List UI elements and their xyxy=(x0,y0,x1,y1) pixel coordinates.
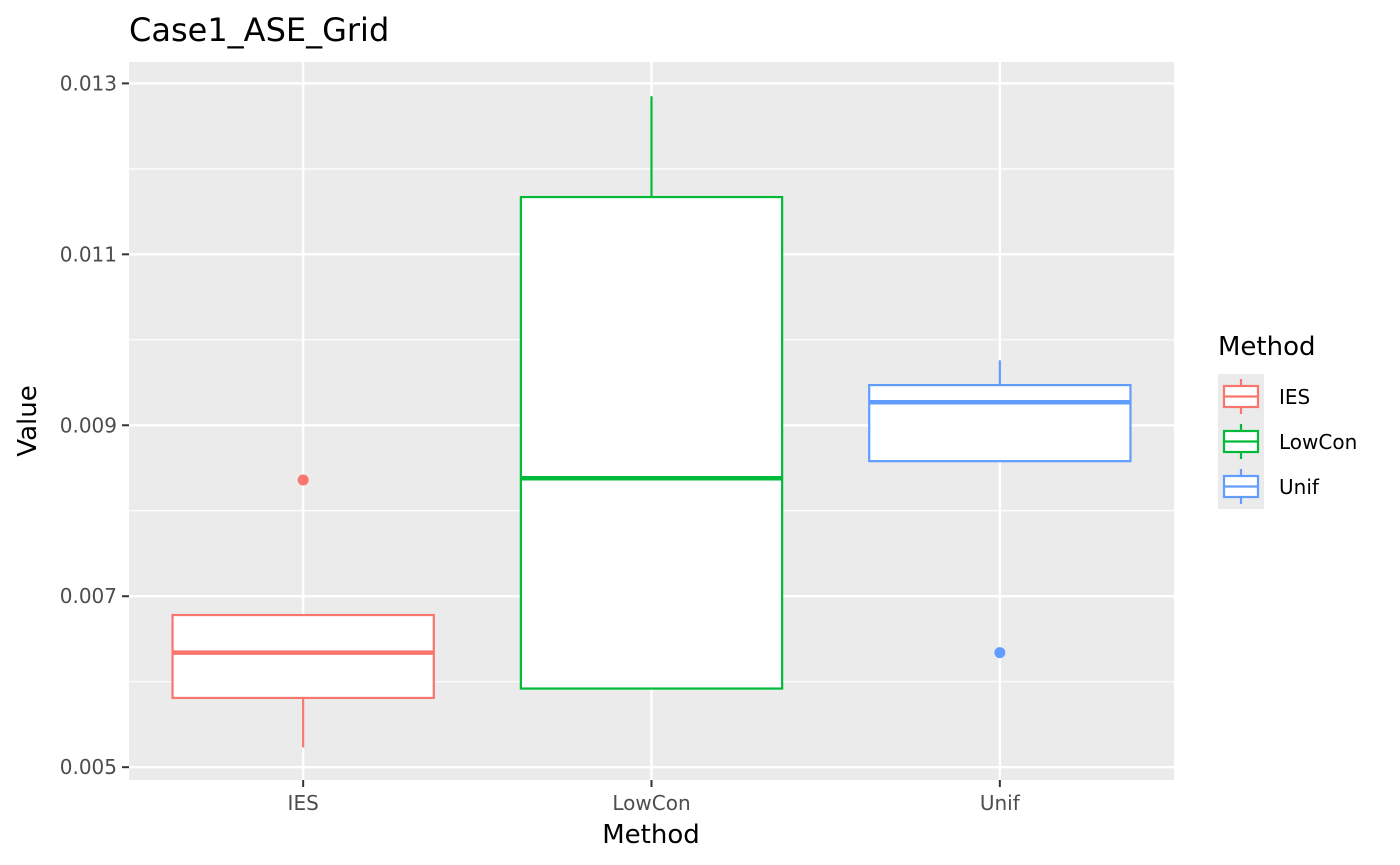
y-axis-label: Value xyxy=(13,385,43,456)
box-iqr xyxy=(519,195,784,690)
y-tick-label: 0.007 xyxy=(60,584,117,608)
legend-item-unif: Unif xyxy=(1218,464,1320,509)
chart-title: Case1_ASE_Grid xyxy=(129,11,389,49)
y-tick-label: 0.011 xyxy=(60,242,117,266)
legend-item-lowcon: LowCon xyxy=(1218,419,1357,464)
y-tick-label: 0.009 xyxy=(60,413,117,437)
legend-label: IES xyxy=(1279,385,1310,409)
x-axis: IES LowCon Unif xyxy=(288,780,1021,815)
legend: Method IES LowCon Unif xyxy=(1218,332,1357,509)
boxes xyxy=(171,96,1132,748)
y-tick-label: 0.005 xyxy=(60,755,117,779)
outlier-point xyxy=(297,474,309,486)
x-axis-label: Method xyxy=(602,820,700,850)
x-tick-label: Unif xyxy=(980,791,1021,815)
legend-label: Unif xyxy=(1279,475,1320,499)
box-iqr xyxy=(868,384,1132,463)
legend-label: LowCon xyxy=(1279,430,1357,454)
box-lowcon xyxy=(519,96,784,690)
y-axis: 0.005 0.007 0.009 0.011 0.013 xyxy=(60,71,129,779)
box-iqr xyxy=(171,613,435,700)
legend-item-ies: IES xyxy=(1218,374,1310,419)
outlier-point xyxy=(994,647,1006,659)
x-tick-label: IES xyxy=(288,791,319,815)
legend-title: Method xyxy=(1218,332,1316,362)
y-tick-label: 0.013 xyxy=(60,71,117,95)
x-tick-label: LowCon xyxy=(612,791,690,815)
box-unif xyxy=(868,360,1132,659)
box-ies xyxy=(171,474,435,748)
